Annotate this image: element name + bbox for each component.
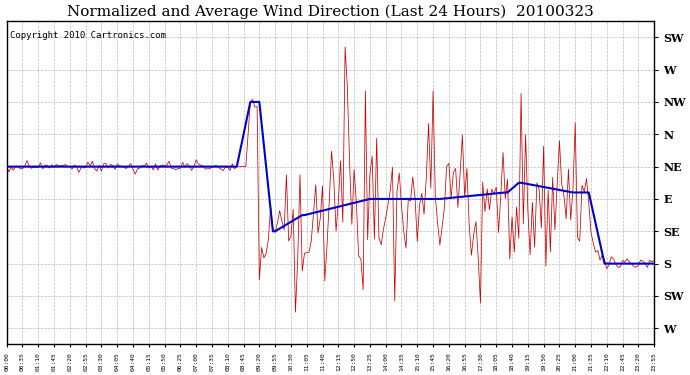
Title: Normalized and Average Wind Direction (Last 24 Hours)  20100323: Normalized and Average Wind Direction (L…: [67, 4, 594, 18]
Text: Copyright 2010 Cartronics.com: Copyright 2010 Cartronics.com: [10, 31, 166, 40]
